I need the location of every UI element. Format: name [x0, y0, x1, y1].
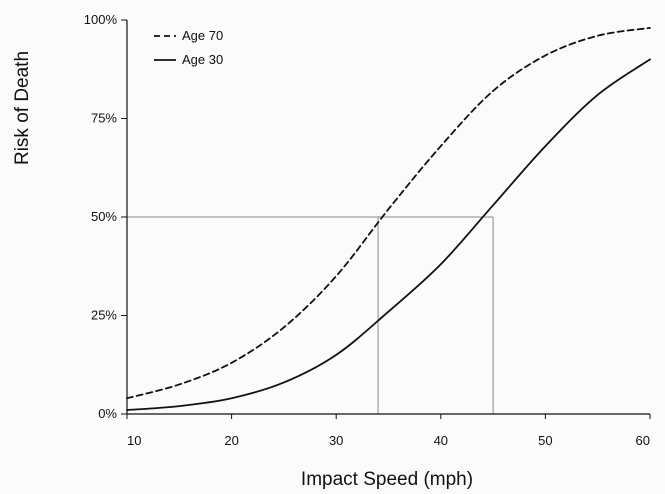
x-tick-label-20: 20 — [224, 433, 238, 448]
y-tick-label-75: 75% — [91, 111, 117, 126]
y-tick-label-50: 50% — [91, 209, 117, 224]
x-axis-title: Impact Speed (mph) — [301, 469, 473, 490]
x-tick-label-10: 10 — [127, 433, 141, 448]
y-tick-label-25: 25% — [91, 308, 117, 323]
legend-layer: Age 70 Age 30 — [154, 28, 223, 67]
series-line-age-70 — [126, 26, 651, 400]
y-tick-label-100: 100% — [84, 12, 118, 27]
y-axis-title: Risk of Death — [12, 51, 33, 165]
x-tick-label-50: 50 — [538, 433, 552, 448]
y-tick-label-0: 0% — [98, 406, 117, 421]
x-tick-label-40: 40 — [434, 433, 448, 448]
series-line-age-30 — [126, 58, 651, 411]
legend-label-age-30: Age 30 — [182, 52, 223, 67]
legend-label-age-70: Age 70 — [182, 28, 223, 43]
plot-layer — [126, 26, 651, 414]
x-tick-label-60: 60 — [636, 433, 650, 448]
axis-layer: 0% 25% 50% 75% 100% 10 20 30 40 50 60 — [84, 12, 651, 448]
x-tick-label-30: 30 — [329, 433, 343, 448]
